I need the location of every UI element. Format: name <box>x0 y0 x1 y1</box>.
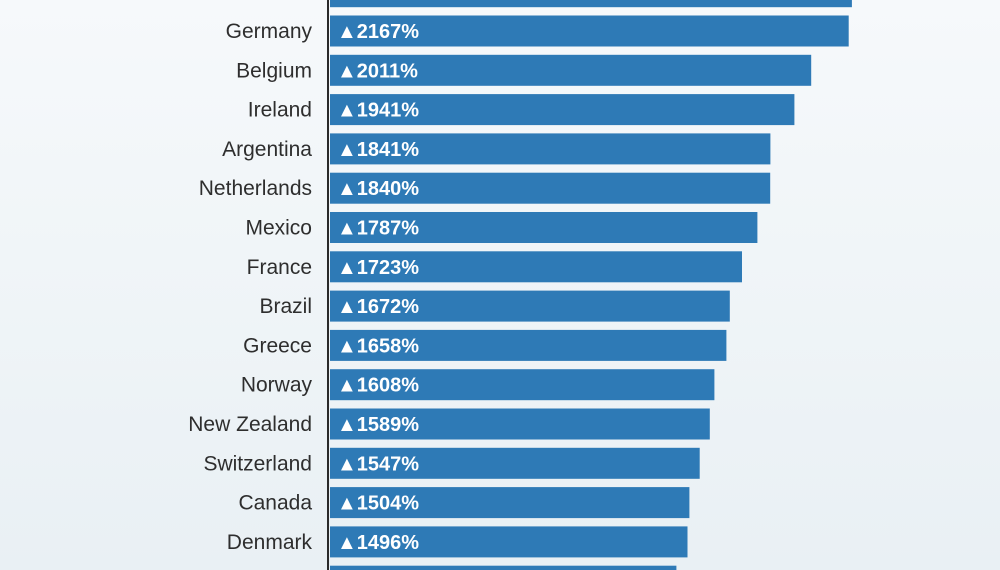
category-label-denmark: Denmark <box>227 531 313 554</box>
value-label-germany: ▲2167% <box>337 21 419 43</box>
bar-belgium <box>330 54 812 86</box>
value-label-canada: ▲1504% <box>337 493 419 515</box>
category-label-new-zealand: New Zealand <box>188 413 312 436</box>
value-label-new-zealand: ▲1589% <box>337 414 419 436</box>
value-label-argentina: ▲1841% <box>337 139 419 161</box>
value-label-norway: ▲1608% <box>337 375 419 397</box>
bar-denmark <box>330 526 688 558</box>
value-label-belgium: ▲2011% <box>337 60 418 82</box>
category-label-france: France <box>247 256 312 279</box>
category-label-ireland: Ireland <box>248 99 312 122</box>
value-labels-layer: ▲2167% ▲2011% ▲1941% ▲1841% ▲1840% ▲1787% ▲172… <box>337 21 419 554</box>
value-label-brazil: ▲1672% <box>337 296 419 318</box>
value-label-mexico: ▲1787% <box>337 218 419 240</box>
bar-argentina <box>330 133 771 165</box>
category-label-germany: Germany <box>226 20 313 43</box>
bars-layer <box>330 0 852 570</box>
bar-greece <box>330 329 727 361</box>
value-label-greece: ▲1658% <box>337 335 419 357</box>
category-labels-layer: Germany Belgium Ireland Argentina Netherland… <box>188 20 312 554</box>
category-label-norway: Norway <box>241 374 313 397</box>
bar-canada <box>330 487 690 519</box>
category-label-mexico: Mexico <box>245 217 312 240</box>
bar-new-zealand <box>330 408 710 440</box>
bar-partial-bottom <box>330 565 677 570</box>
bar-partial-top <box>330 0 852 8</box>
category-label-belgium: Belgium <box>236 59 312 82</box>
value-label-denmark: ▲1496% <box>337 532 419 554</box>
value-label-ireland: ▲1941% <box>337 100 419 122</box>
value-label-netherlands: ▲1840% <box>337 178 419 200</box>
category-label-switzerland: Switzerland <box>203 452 312 475</box>
bar-france <box>330 251 742 283</box>
bar-netherlands <box>330 172 771 204</box>
bar-ireland <box>330 94 795 126</box>
category-label-canada: Canada <box>238 492 312 515</box>
bar-norway <box>330 369 715 401</box>
value-label-switzerland: ▲1547% <box>337 453 419 475</box>
bar-brazil <box>330 290 730 322</box>
bar-germany <box>330 15 849 47</box>
value-label-france: ▲1723% <box>337 257 419 279</box>
bar-switzerland <box>330 447 700 479</box>
bar-mexico <box>330 212 758 243</box>
category-label-brazil: Brazil <box>259 295 312 318</box>
category-label-netherlands: Netherlands <box>199 177 312 200</box>
category-label-greece: Greece <box>243 334 312 357</box>
category-label-argentina: Argentina <box>222 138 312 161</box>
